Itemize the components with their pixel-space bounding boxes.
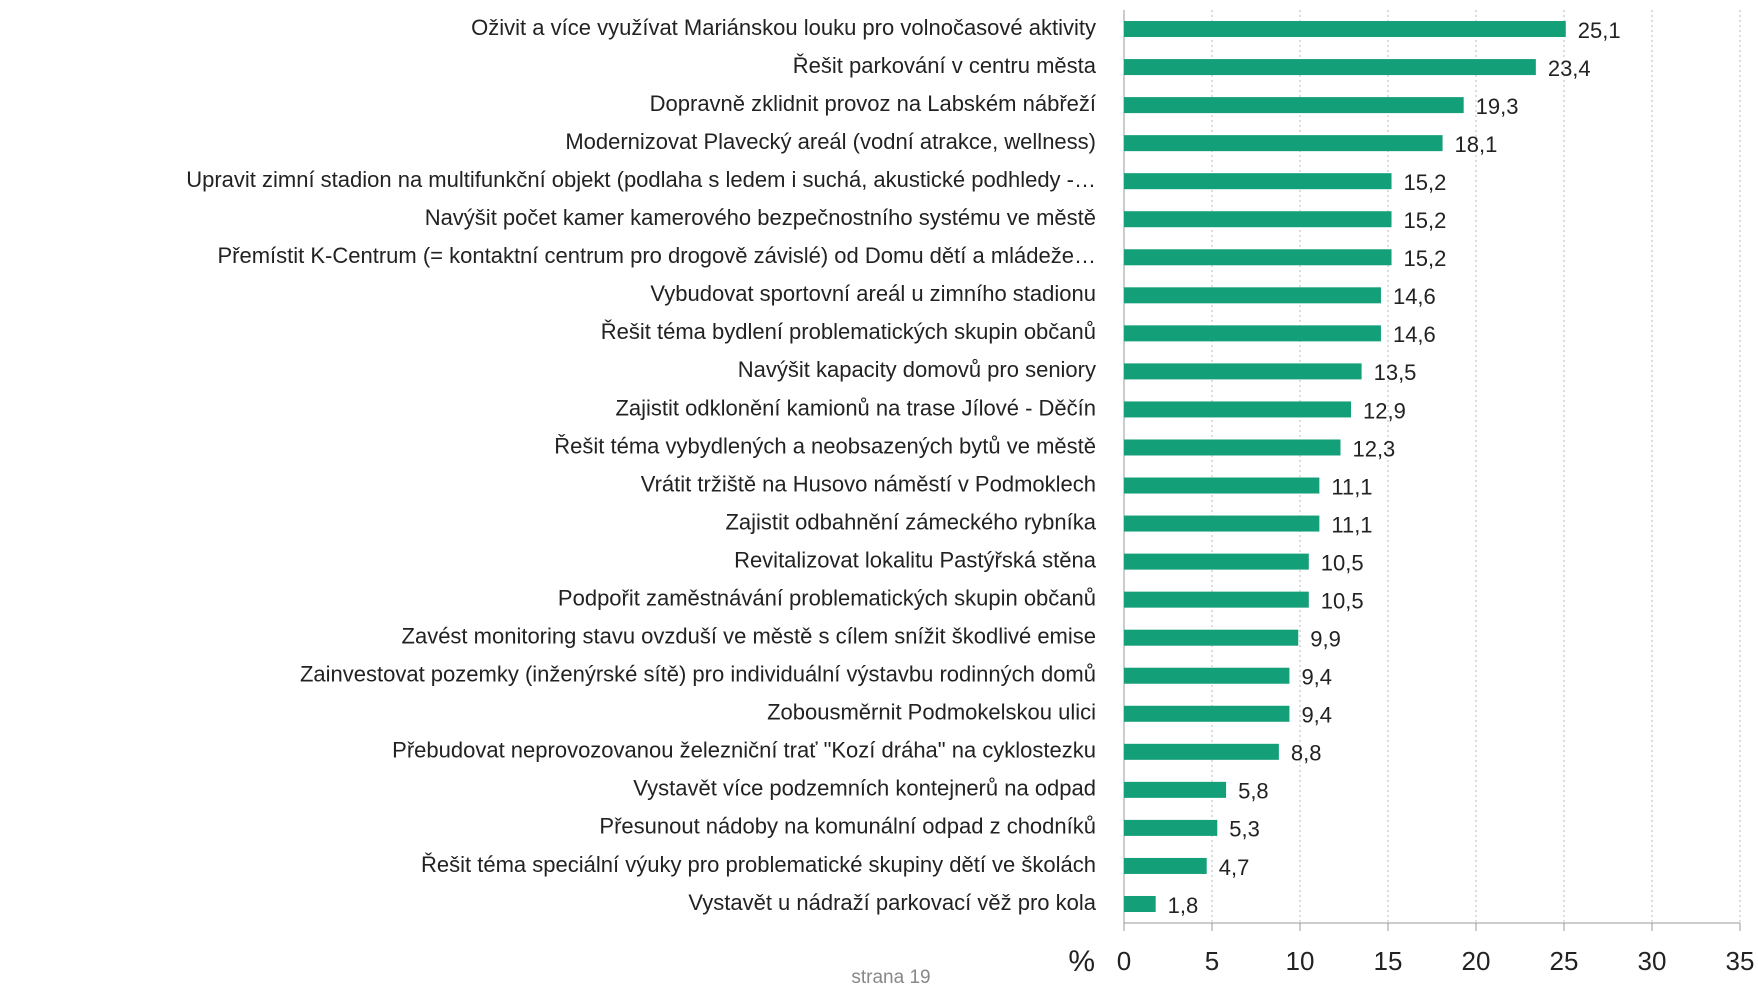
bar (1124, 97, 1464, 114)
bar (1124, 363, 1362, 380)
value-label: 9,9 (1310, 627, 1341, 652)
bar (1124, 249, 1392, 266)
value-label: 15,2 (1404, 246, 1447, 271)
x-tick-label: 30 (1638, 946, 1667, 976)
y-tick-label: Řešit téma bydlení problematických skupi… (601, 319, 1096, 344)
bar (1124, 515, 1320, 532)
value-label: 9,4 (1301, 665, 1332, 690)
value-label: 15,2 (1404, 208, 1447, 233)
bar (1124, 591, 1309, 608)
y-tick-label: Zajistit odklonění kamionů na trase Jílo… (615, 395, 1096, 420)
value-label: 5,8 (1238, 779, 1269, 804)
bar (1124, 743, 1279, 760)
x-tick-label: 20 (1462, 946, 1491, 976)
value-label: 23,4 (1548, 56, 1591, 81)
x-tick-label: 5 (1205, 946, 1219, 976)
value-label: 10,5 (1321, 588, 1364, 613)
y-tick-label: Zainvestovat pozemky (inženýrské sítě) p… (300, 662, 1096, 687)
bar (1124, 629, 1299, 646)
value-label: 4,7 (1219, 855, 1250, 880)
value-label: 12,3 (1352, 436, 1395, 461)
value-label: 8,8 (1291, 741, 1322, 766)
x-tick-label: 35 (1726, 946, 1755, 976)
value-label: 14,6 (1393, 284, 1436, 309)
value-label: 19,3 (1476, 94, 1519, 119)
x-tick-label: 0 (1117, 946, 1131, 976)
value-label: 12,9 (1363, 398, 1406, 423)
bar (1124, 439, 1341, 456)
value-label: 10,5 (1321, 550, 1364, 575)
bar (1124, 819, 1218, 836)
y-tick-label: Řešit téma speciální výuky pro problemat… (421, 852, 1096, 877)
bar (1124, 21, 1566, 38)
y-tick-label: Upravit zimní stadion na multifunkční ob… (186, 167, 1096, 192)
y-tick-label: Přebudovat neprovozovanou železniční tra… (392, 738, 1096, 763)
bar (1124, 211, 1392, 228)
value-label: 25,1 (1578, 18, 1621, 43)
y-tick-label: Řešit téma vybydlených a neobsazených by… (554, 433, 1096, 458)
value-label: 11,1 (1331, 512, 1372, 537)
bar (1124, 173, 1392, 190)
y-tick-label: Vybudovat sportovní areál u zimního stad… (650, 281, 1096, 306)
bar (1124, 781, 1227, 798)
x-tick-label: 10 (1286, 946, 1315, 976)
y-tick-label: Řešit parkování v centru města (793, 53, 1097, 78)
value-label: 18,1 (1455, 132, 1498, 157)
y-tick-label: Revitalizovat lokalitu Pastýřská stěna (734, 547, 1097, 572)
bar (1124, 705, 1290, 722)
y-tick-label: Zobousměrnit Podmokelskou ulici (767, 700, 1096, 725)
x-axis-label: % (1068, 945, 1095, 978)
bar (1124, 401, 1352, 418)
bar (1124, 553, 1309, 570)
bar (1124, 135, 1443, 152)
bar (1124, 895, 1156, 912)
y-tick-label: Modernizovat Plavecký areál (vodní atrak… (565, 129, 1096, 154)
value-label: 13,5 (1374, 360, 1417, 385)
y-tick-label: Přesunout nádoby na komunální odpad z ch… (599, 814, 1096, 839)
bar (1124, 477, 1320, 494)
y-tick-label: Dopravně zklidnit provoz na Labském nábř… (650, 91, 1096, 116)
y-tick-label: Zavést monitoring stavu ovzduší ve městě… (402, 624, 1096, 649)
y-tick-label: Zajistit odbahnění zámeckého rybníka (725, 509, 1096, 534)
y-tick-label: Přemístit K-Centrum (= kontaktní centrum… (217, 243, 1096, 268)
footer: strana 19 (851, 967, 930, 988)
y-tick-label: Podpořit zaměstnávání problematických sk… (558, 585, 1096, 610)
value-label: 11,1 (1331, 474, 1372, 499)
y-tick-label: Vystavět u nádraží parkovací věž pro kol… (688, 890, 1096, 915)
x-tick-label: 25 (1550, 946, 1579, 976)
bar (1124, 59, 1536, 76)
y-tick-label: Vystavět více podzemních kontejnerů na o… (633, 776, 1096, 801)
bar (1124, 857, 1207, 874)
y-tick-label: Oživit a více využívat Mariánskou louku … (471, 15, 1096, 40)
value-label: 1,8 (1168, 893, 1199, 918)
value-label: 15,2 (1404, 170, 1447, 195)
bar (1124, 667, 1290, 684)
y-tick-label: Navýšit počet kamer kamerového bezpečnos… (425, 205, 1096, 230)
y-tick-label: Vrátit tržiště na Husovo náměstí v Podmo… (641, 471, 1096, 496)
bar (1124, 287, 1381, 304)
value-label: 14,6 (1393, 322, 1436, 347)
y-tick-label: Navýšit kapacity domovů pro seniory (738, 357, 1096, 382)
x-tick-label: 15 (1374, 946, 1403, 976)
value-label: 9,4 (1301, 703, 1332, 728)
value-label: 5,3 (1229, 817, 1260, 842)
bar (1124, 325, 1381, 342)
